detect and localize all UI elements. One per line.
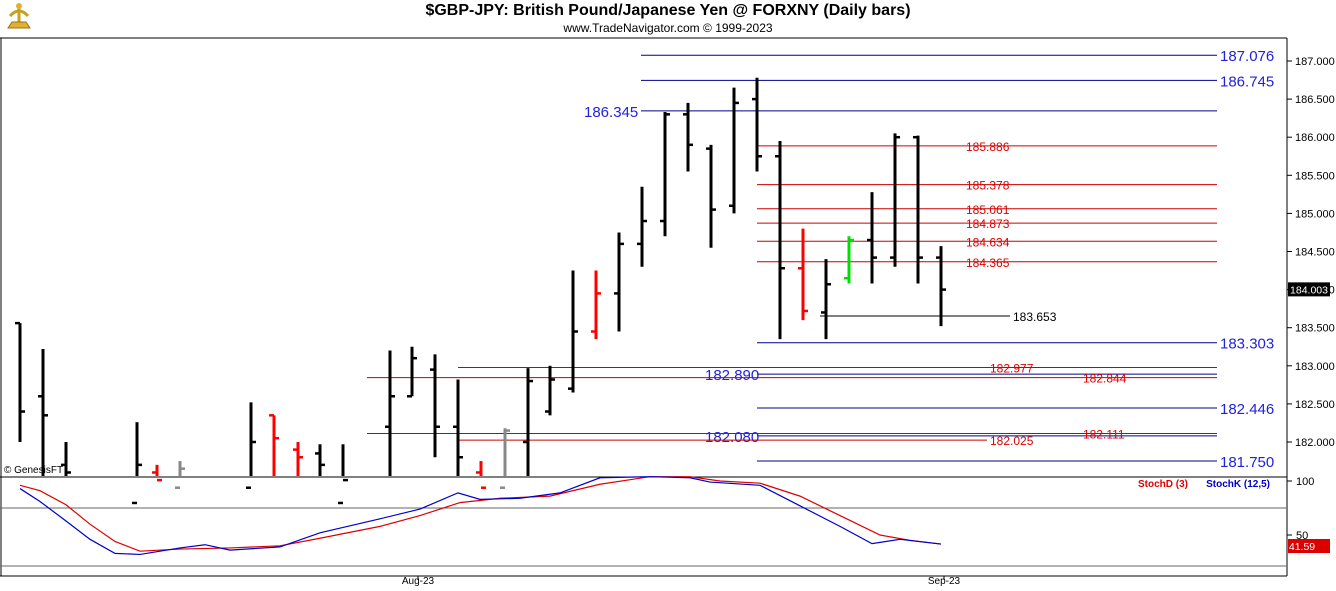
blue-level-label: 187.076 (1220, 48, 1274, 65)
ohlc-bar (15, 321, 25, 442)
chart-subtitle: www.TradeNavigator.com © 1999-2023 (563, 21, 773, 35)
date-axis: Aug-23 Sep-23 (402, 576, 961, 587)
ohlc-bar (890, 133, 900, 267)
ohlc-bar (61, 442, 71, 476)
chart-header: $GBP-JPY: British Pound/Japanese Yen @ F… (0, 0, 1336, 38)
ohlc-bar (338, 444, 348, 505)
red-level-label: 182.025 (990, 434, 1034, 448)
price-tick-label: 185.000 (1295, 208, 1335, 220)
ohlc-bar (175, 461, 185, 489)
x-label-aug-23: Aug-23 (402, 576, 435, 587)
blue-level-label: 182.080 (705, 429, 759, 446)
stochk-series-line (19, 476, 942, 556)
blue-level-label: 186.345 (584, 104, 638, 121)
chart-title: $GBP-JPY: British Pound/Japanese Yen @ F… (425, 2, 911, 19)
blue-level-label: 182.890 (705, 367, 759, 384)
top-frame (0, 37, 1288, 577)
red-level-label: 185.378 (966, 179, 1010, 193)
price-tick-label: 184.500 (1295, 247, 1335, 259)
price-tick-label: 187.000 (1295, 56, 1335, 68)
trade-navigator-logo-icon (7, 3, 31, 29)
ohlc-bar (775, 141, 785, 340)
ohlc-bar (821, 259, 831, 340)
red-level-label: 185.061 (966, 203, 1010, 217)
ohlc-bar (844, 236, 854, 284)
price-tick-label: 186.500 (1295, 94, 1335, 106)
ohlc-bar (913, 135, 923, 284)
copyright-label: © GenesisFT (4, 465, 63, 476)
stoch-tick-100: 100 (1296, 476, 1314, 488)
blue-level-label: 182.446 (1220, 401, 1274, 418)
black-level-label: 183.653 (1013, 310, 1057, 324)
x-label-sep-23: Sep-23 (928, 576, 961, 587)
ohlc-bar (132, 422, 142, 505)
ohlc-bar (637, 186, 647, 267)
current-price-box (1288, 282, 1330, 297)
red-level-label: 184.365 (966, 256, 1010, 270)
ohlc-bar (523, 368, 533, 476)
stochd-series-line (19, 476, 942, 552)
ohlc-bar (683, 102, 693, 172)
red-level-label: 182.844 (1083, 372, 1127, 386)
ohlc-bar (152, 464, 162, 482)
ohlc-bar (385, 350, 395, 476)
ohlc-bar (936, 246, 946, 327)
price-tick-label: 185.500 (1295, 170, 1335, 182)
fibonacci-levels: 187.076 186.745 186.345 183.303 182.890 182.4… (367, 48, 1274, 471)
red-level-label: 185.886 (966, 140, 1010, 154)
ohlc-bar (545, 365, 555, 416)
ohlc-bar (591, 270, 601, 340)
current-price-label: 184.003 (1290, 284, 1328, 296)
price-tick-label: 186.000 (1295, 132, 1335, 144)
ohlc-bar (293, 442, 303, 476)
ohlc-bar (568, 270, 578, 393)
legend-stochd: StochD (3) (1138, 479, 1188, 490)
red-level-label: 182.111 (1083, 428, 1125, 442)
ohlc-bar (614, 232, 624, 332)
ohlc-bar (453, 379, 463, 476)
ohlc-bars (15, 77, 946, 505)
price-tick-label: 183.500 (1295, 323, 1335, 335)
ohlc-bar (500, 428, 510, 489)
stoch-current-label: 41.59 (1289, 541, 1315, 553)
blue-level-label: 186.745 (1220, 73, 1274, 90)
red-level-label: 184.634 (966, 235, 1010, 249)
ohlc-bar (38, 349, 48, 476)
current-price-marker: 184.003 (1288, 282, 1330, 297)
blue-level-label: 183.303 (1220, 336, 1274, 353)
stochastic-panel: StochD (3) StochK (12,5) 100 50 41.59 (0, 476, 1330, 567)
price-axis: 187.000 186.500 186.000 185.500 185.000 184.5… (1287, 56, 1335, 449)
red-level-label: 182.977 (990, 362, 1034, 376)
stoch-current-box (1288, 539, 1330, 553)
blue-level-label: 181.750 (1220, 454, 1274, 471)
ohlc-bar (798, 228, 808, 321)
ohlc-bar (315, 444, 325, 476)
price-tick-label: 183.000 (1295, 361, 1335, 373)
red-level-label: 184.873 (966, 217, 1010, 231)
ohlc-bar (269, 414, 279, 476)
ohlc-bar (752, 77, 762, 172)
price-tick-label: 182.500 (1295, 399, 1335, 411)
ohlc-bar (867, 192, 877, 284)
ohlc-bar (660, 112, 670, 237)
ohlc-bar (407, 346, 417, 398)
ohlc-bar (430, 354, 440, 458)
ohlc-bar (476, 461, 486, 489)
ohlc-bar (246, 402, 256, 489)
price-tick-label: 182.000 (1295, 437, 1335, 449)
ohlc-bar (706, 144, 716, 248)
ohlc-bar (729, 87, 739, 214)
legend-stochk: StochK (12,5) (1206, 479, 1270, 490)
